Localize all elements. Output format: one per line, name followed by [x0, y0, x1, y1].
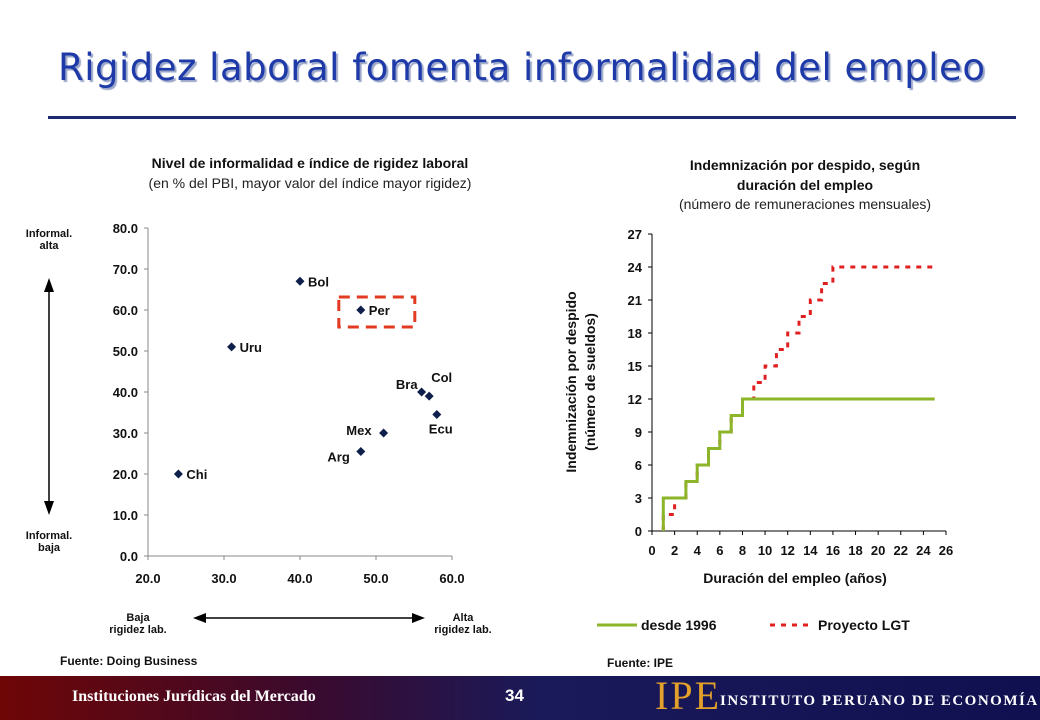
horizontal-double-arrow: [193, 613, 425, 623]
line-y-tick-label: 12: [628, 392, 642, 407]
line-chart-subtitle: (número de remuneraciones mensuales): [678, 196, 932, 212]
informal-baja-label: Informal. baja: [14, 530, 84, 554]
scatter-y-tick-label: 10.0: [113, 508, 138, 523]
line-x-axis-title: Duración del empleo (años): [703, 570, 887, 586]
ipe-logo: IPE: [655, 673, 721, 718]
scatter-label-col: Col: [431, 370, 452, 385]
alta-rigidez-line1: Alta: [452, 612, 474, 624]
alta-rigidez-line2: rigidez lab.: [434, 624, 492, 636]
scatter-x-tick-label: 60.0: [439, 571, 464, 586]
line-x-tick-label: 6: [716, 543, 723, 558]
line-x-tick-label: 26: [939, 543, 953, 558]
scatter-point-arg: [356, 446, 366, 456]
line-x-tick-label: 20: [871, 543, 885, 558]
line-x-tick-label: 12: [780, 543, 794, 558]
scatter-point-uru: [227, 342, 237, 352]
scatter-x-tick-label: 50.0: [363, 571, 388, 586]
scatter-subtitle: (en % del PBI, mayor valor del índice ma…: [148, 175, 472, 191]
scatter-label-uru: Uru: [240, 340, 262, 355]
scatter-point-col: [424, 391, 434, 401]
legend-label-desde-1996: desde 1996: [641, 617, 717, 633]
scatter-source: Fuente: Doing Business: [60, 654, 198, 668]
scatter-label-bra: Bra: [396, 377, 418, 392]
baja-rigidez-line2: rigidez lab.: [109, 624, 167, 636]
scatter-point-mex: [379, 428, 389, 438]
line-y-tick-label: 0: [635, 524, 642, 539]
line-x-tick-label: 16: [826, 543, 840, 558]
alta-rigidez-label: Alta rigidez lab.: [420, 612, 506, 636]
ipe-logo-name: INSTITUTO PERUANO DE ECONOMÍA: [720, 693, 1039, 709]
line-x-tick-label: 4: [694, 543, 702, 558]
line-y-tick-label: 3: [635, 491, 642, 506]
line-y-tick-label: 9: [635, 425, 642, 440]
scatter-label-arg: Arg: [327, 449, 349, 464]
line-y-tick-label: 24: [628, 260, 643, 275]
slide-title: Rigidez laboral fomenta informalidad del…: [58, 46, 986, 89]
scatter-y-tick-label: 30.0: [113, 426, 138, 441]
scatter-y-tick-label: 40.0: [113, 385, 138, 400]
informal-baja-line2: baja: [37, 542, 60, 554]
line-y-axis-title-line1: Indemnización por despido: [563, 291, 579, 472]
line-chart-title: Indemnización por despido, según duració…: [600, 155, 1010, 195]
line-x-tick-label: 2: [671, 543, 678, 558]
series-line-desde-1996: [661, 397, 935, 531]
baja-rigidez-label: Baja rigidez lab.: [100, 612, 176, 636]
line-chart-title-line2: duración del empleo: [736, 177, 874, 193]
footer-bar: [0, 676, 1040, 720]
legend-label-proyecto-lgt: Proyecto LGT: [818, 617, 910, 633]
scatter-y-tick-label: 0.0: [120, 549, 138, 564]
scatter-point-chi: [173, 469, 183, 479]
line-x-tick-label: 14: [803, 543, 818, 558]
scatter-point-bra: [417, 387, 427, 397]
scatter-point-per: [356, 305, 366, 315]
line-x-tick-label: 24: [916, 543, 931, 558]
line-x-tick-label: 10: [758, 543, 772, 558]
title-divider: [48, 116, 1016, 119]
vertical-double-arrow: [44, 278, 54, 515]
scatter-label-chi: Chi: [186, 467, 207, 482]
scatter-label-bol: Bol: [308, 274, 329, 289]
line-y-tick-label: 27: [628, 227, 642, 242]
baja-rigidez-line1: Baja: [126, 612, 150, 624]
informal-baja-line1: Informal.: [25, 530, 73, 542]
line-y-tick-label: 18: [628, 326, 642, 341]
line-x-tick-label: 18: [848, 543, 862, 558]
scatter-label-per: Per: [369, 303, 390, 318]
scatter-point-ecu: [432, 410, 442, 420]
scatter-y-tick-label: 70.0: [113, 262, 138, 277]
line-y-axis-title-line2: (número de sueldos): [582, 313, 598, 451]
footer-section-name: Instituciones Jurídicas del Mercado: [72, 688, 316, 705]
line-x-tick-label: 22: [894, 543, 908, 558]
scatter-title: Nivel de informalidad e índice de rigide…: [151, 155, 469, 171]
line-y-tick-label: 6: [635, 458, 642, 473]
informal-alta-line2: alta: [39, 240, 59, 252]
line-chart-source: Fuente: IPE: [607, 656, 674, 670]
scatter-y-tick-label: 20.0: [113, 467, 138, 482]
informal-alta-label: Informal. alta: [14, 228, 84, 252]
scatter-point-bol: [295, 276, 305, 286]
scatter-y-tick-label: 50.0: [113, 344, 138, 359]
line-y-axis-title: Indemnización por despido (número de suel…: [563, 291, 598, 472]
line-x-tick-label: 0: [648, 543, 655, 558]
informal-alta-line1: Informal.: [25, 228, 73, 240]
line-y-tick-label: 15: [628, 359, 642, 374]
line-x-tick-label: 8: [739, 543, 746, 558]
scatter-y-tick-label: 60.0: [113, 303, 138, 318]
scatter-x-tick-label: 30.0: [211, 571, 236, 586]
page-number: 34: [505, 686, 524, 705]
line-chart-title-line1: Indemnización por despido, según: [689, 157, 921, 173]
scatter-x-tick-label: 20.0: [135, 571, 160, 586]
highlight-box-per: [337, 295, 417, 329]
scatter-label-ecu: Ecu: [429, 422, 453, 437]
scatter-x-tick-label: 40.0: [287, 571, 312, 586]
scatter-label-mex: Mex: [346, 423, 372, 438]
line-y-tick-label: 21: [628, 293, 642, 308]
scatter-y-tick-label: 80.0: [113, 221, 138, 236]
